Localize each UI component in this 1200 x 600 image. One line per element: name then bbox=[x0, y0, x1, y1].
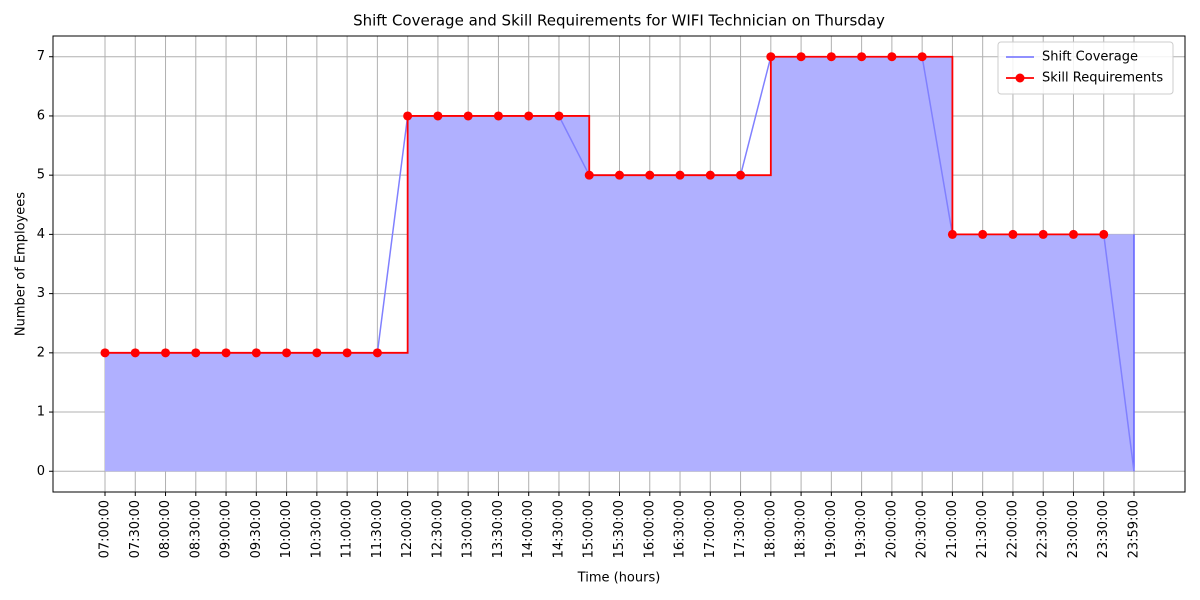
requirement-point bbox=[736, 170, 746, 180]
y-tick-label: 3 bbox=[37, 286, 45, 301]
x-tick-label: 12:00:00 bbox=[400, 500, 415, 558]
x-tick-label: 12:30:00 bbox=[430, 500, 445, 558]
requirement-point bbox=[251, 348, 261, 358]
requirement-point bbox=[584, 170, 594, 180]
requirements-line bbox=[105, 55, 1104, 354]
x-tick-label: 14:30:00 bbox=[551, 500, 566, 558]
requirement-point bbox=[857, 52, 867, 62]
x-tick-label: 22:30:00 bbox=[1036, 500, 1051, 558]
requirement-point bbox=[554, 111, 564, 121]
x-tick-label: 08:00:00 bbox=[158, 500, 173, 558]
x-tick-label: 19:30:00 bbox=[854, 500, 869, 558]
requirement-point bbox=[524, 111, 534, 121]
y-tick-label: 1 bbox=[37, 405, 45, 420]
x-tick-label: 11:30:00 bbox=[370, 500, 385, 558]
y-tick-label: 4 bbox=[37, 227, 45, 242]
x-tick-label: 11:00:00 bbox=[340, 500, 355, 558]
x-tick-label: 19:00:00 bbox=[824, 500, 839, 558]
requirement-point bbox=[403, 111, 413, 121]
x-tick-label: 18:00:00 bbox=[763, 500, 778, 558]
x-tick-label: 13:00:00 bbox=[461, 500, 476, 558]
x-tick-label: 10:30:00 bbox=[309, 500, 324, 558]
x-tick-label: 08:30:00 bbox=[188, 500, 203, 558]
x-tick-label: 15:00:00 bbox=[582, 500, 597, 558]
x-tick-label: 23:30:00 bbox=[1096, 500, 1111, 558]
requirement-point bbox=[493, 111, 503, 121]
requirement-point bbox=[675, 170, 685, 180]
x-tick-label: 16:00:00 bbox=[642, 500, 657, 558]
requirement-point bbox=[191, 348, 201, 358]
coverage-area bbox=[105, 56, 1134, 472]
requirement-point bbox=[947, 229, 957, 239]
requirement-point bbox=[615, 170, 624, 180]
requirement-point bbox=[161, 348, 171, 358]
x-tick-label: 17:00:00 bbox=[703, 500, 718, 558]
requirement-point bbox=[312, 348, 322, 358]
x-tick-label: 20:30:00 bbox=[915, 500, 930, 558]
requirement-point bbox=[100, 348, 110, 358]
y-tick-label: 0 bbox=[37, 464, 45, 479]
requirement-point bbox=[342, 348, 352, 358]
x-tick-label: 21:00:00 bbox=[945, 500, 960, 558]
y-tick-label: 7 bbox=[37, 49, 45, 64]
requirement-point bbox=[282, 348, 292, 358]
requirement-point bbox=[1099, 229, 1109, 239]
legend-marker bbox=[1015, 73, 1025, 83]
requirement-point bbox=[463, 111, 473, 121]
chart-title: Shift Coverage and Skill Requirements fo… bbox=[353, 12, 885, 30]
legend-label: Shift Coverage bbox=[1042, 50, 1138, 65]
x-tick-label: 15:30:00 bbox=[612, 500, 627, 558]
y-tick-label: 5 bbox=[37, 168, 45, 183]
requirement-point bbox=[1038, 229, 1048, 239]
x-tick-label: 07:00:00 bbox=[98, 500, 113, 558]
x-tick-label: 23:00:00 bbox=[1066, 500, 1081, 558]
requirement-point bbox=[917, 52, 927, 62]
legend-label: Skill Requirements bbox=[1042, 71, 1163, 86]
x-tick-label: 23:59:00 bbox=[1127, 500, 1142, 558]
requirement-point bbox=[645, 170, 655, 180]
x-tick-label: 17:30:00 bbox=[733, 500, 748, 558]
x-tick-label: 09:30:00 bbox=[249, 500, 264, 558]
requirement-point bbox=[796, 52, 806, 62]
requirement-point bbox=[433, 111, 443, 121]
x-tick-label: 20:00:00 bbox=[884, 500, 899, 558]
x-tick-label: 22:00:00 bbox=[1005, 500, 1020, 558]
plot-frame bbox=[52, 35, 1186, 493]
x-tick-label: 16:30:00 bbox=[673, 500, 688, 558]
requirement-point bbox=[372, 348, 382, 358]
requirement-point bbox=[1068, 229, 1078, 239]
legend-box bbox=[997, 41, 1174, 95]
x-tick-label: 14:00:00 bbox=[521, 500, 536, 558]
x-axis-label: Time (hours) bbox=[577, 571, 661, 586]
requirement-point bbox=[887, 52, 897, 62]
x-tick-label: 10:00:00 bbox=[279, 500, 294, 558]
y-tick-label: 6 bbox=[37, 108, 45, 123]
requirement-point bbox=[1008, 229, 1018, 239]
requirement-point bbox=[221, 348, 231, 358]
x-tick-label: 09:00:00 bbox=[219, 500, 234, 558]
requirement-point bbox=[705, 170, 715, 180]
requirement-point bbox=[766, 52, 776, 62]
x-tick-label: 13:30:00 bbox=[491, 500, 506, 558]
requirement-point bbox=[826, 52, 836, 62]
y-axis-label: Number of Employees bbox=[14, 192, 29, 336]
x-tick-label: 07:30:00 bbox=[128, 500, 143, 558]
requirement-point bbox=[130, 348, 140, 358]
requirement-point bbox=[978, 229, 988, 239]
x-tick-label: 21:30:00 bbox=[975, 500, 990, 558]
y-tick-label: 2 bbox=[37, 345, 45, 360]
x-tick-label: 18:30:00 bbox=[794, 500, 809, 558]
